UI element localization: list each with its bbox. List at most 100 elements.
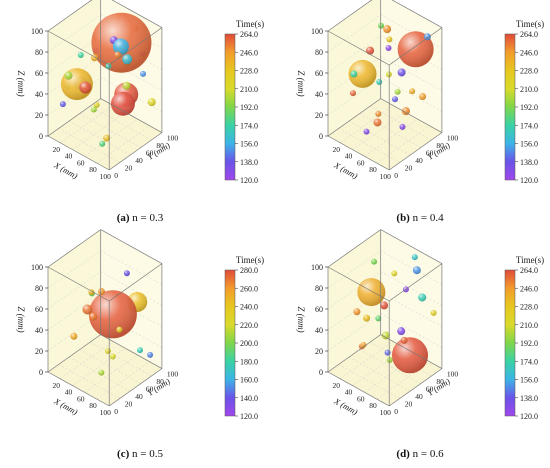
- z-axis-label: Z (mm): [296, 70, 306, 96]
- cube-edge: [327, 229, 381, 268]
- z-tick-label: 60: [35, 305, 43, 314]
- colorbar-tick-label: 192.0: [520, 339, 538, 348]
- x-tick-label: 60: [77, 394, 85, 403]
- cube-edge: [108, 263, 163, 302]
- z-tick-label: 100: [31, 27, 43, 36]
- data-bubble: [89, 312, 98, 321]
- cube-edge: [47, 229, 101, 268]
- y-tick-label: 80: [436, 377, 444, 386]
- data-bubble: [360, 341, 367, 348]
- y-tick-label: 40: [415, 392, 423, 401]
- colorbar-tick-label: 120.0: [520, 412, 538, 421]
- bubble-shine: [350, 70, 358, 78]
- bubble-shine: [409, 88, 416, 95]
- gridline: [327, 250, 381, 289]
- x-tick-label: 60: [77, 158, 85, 167]
- y-tick-label: 60: [426, 149, 434, 158]
- colorbar-tick-label: 240.0: [240, 303, 258, 312]
- caption-text: n = 0.5: [129, 448, 163, 460]
- y-tick-label: 40: [415, 156, 423, 165]
- gridline: [47, 292, 101, 331]
- data-bubble: [97, 288, 105, 296]
- data-bubble: [99, 140, 106, 147]
- data-bubble: [384, 349, 391, 356]
- bubble-shine: [70, 332, 78, 340]
- colorbar-tick-label: 156.0: [240, 140, 258, 149]
- data-bubble: [386, 36, 393, 43]
- colorbar-tick-label: 264.0: [240, 30, 258, 39]
- data-bubble: [376, 78, 383, 85]
- y-tick-label: 20: [125, 400, 133, 409]
- caption-text: n = 0.4: [410, 212, 444, 224]
- bubble-shine: [147, 351, 154, 358]
- data-bubble: [391, 270, 398, 277]
- y-tick-label: 100: [167, 134, 179, 143]
- colorbar: [504, 269, 516, 417]
- colorbar-tick-label: 174.0: [520, 357, 538, 366]
- data-bubble: [348, 59, 377, 88]
- y-tick-label: 100: [167, 370, 179, 379]
- colorbar-tick-label: 264.0: [520, 266, 538, 275]
- cube-edge: [388, 132, 443, 171]
- cube-edge: [388, 27, 443, 66]
- colorbar-tick-label: 246.0: [520, 284, 538, 293]
- z-tick-label: 20: [35, 347, 43, 356]
- x-axis-label: X (mm): [332, 395, 360, 417]
- bubble-shine: [399, 123, 406, 130]
- x-tick-label: 20: [52, 145, 60, 154]
- z-tick-label: 0: [319, 132, 323, 141]
- cube-edge: [380, 334, 443, 369]
- x-tick-label: 100: [380, 172, 392, 181]
- data-bubble: [79, 81, 92, 94]
- data-bubble: [136, 347, 143, 354]
- z-tick-label: 100: [31, 263, 43, 272]
- colorbar-tick-label: 160.0: [240, 376, 258, 385]
- data-bubble: [123, 270, 130, 277]
- colorbar-tick-label: 180.0: [240, 357, 258, 366]
- gridline: [340, 105, 394, 144]
- z-tick-label: 80: [315, 48, 323, 57]
- cube-edge: [327, 98, 381, 137]
- data-bubble: [114, 51, 122, 59]
- x-axis-label: X (mm): [52, 159, 80, 181]
- bubble-shine: [386, 357, 393, 364]
- y-tick-label: 100: [447, 370, 459, 379]
- data-bubble: [399, 123, 406, 130]
- bubble-shine: [99, 140, 106, 147]
- bubble-shine: [375, 315, 382, 322]
- bubble-shine: [391, 337, 428, 374]
- data-bubble: [122, 54, 133, 65]
- cube-edge: [100, 98, 163, 133]
- colorbar-tick-label: 210.0: [520, 85, 538, 94]
- z-tick-label: 20: [315, 111, 323, 120]
- data-bubble: [418, 293, 427, 302]
- data-bubble: [116, 326, 123, 333]
- y-tick-label: 0: [394, 171, 398, 180]
- z-tick-label: 0: [39, 132, 43, 141]
- data-bubble: [380, 301, 389, 310]
- colorbar: [224, 269, 236, 417]
- x-axis-label: X (mm): [332, 159, 360, 181]
- bubble-shine: [122, 81, 131, 90]
- x-tick-label: 80: [369, 165, 377, 174]
- gridline: [60, 105, 114, 144]
- bubble-shine: [363, 314, 371, 322]
- bubble-shine: [384, 349, 391, 356]
- x-axis-label: X (mm): [52, 395, 80, 417]
- data-bubble: [353, 308, 361, 316]
- colorbar-tick-label: 174.0: [240, 121, 258, 130]
- floor-plane: [48, 98, 162, 170]
- cube-edge: [380, 98, 443, 133]
- x-tick-label: 40: [345, 388, 353, 397]
- cube-edge: [327, 334, 381, 373]
- data-bubble: [363, 128, 370, 135]
- bubble-shine: [373, 118, 382, 127]
- z-tick-label: 60: [35, 69, 43, 78]
- z-tick-label: 80: [315, 284, 323, 293]
- gridline: [47, 250, 101, 289]
- data-bubble: [64, 71, 73, 80]
- cube-edge: [47, 371, 110, 407]
- cube-edge: [327, 371, 390, 407]
- bubble-shine: [97, 288, 105, 296]
